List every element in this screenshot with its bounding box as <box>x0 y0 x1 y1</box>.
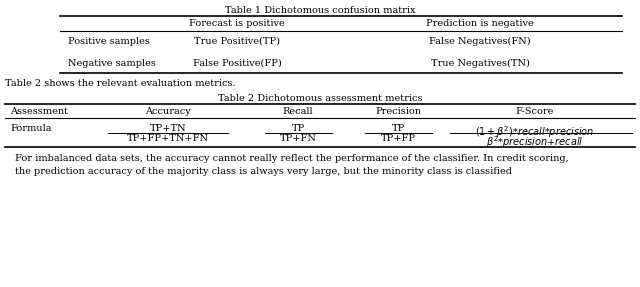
Text: Recall: Recall <box>283 107 314 116</box>
Text: Precision: Precision <box>375 107 421 116</box>
Text: $(1+\beta^{2})$*$\mathit{recall}$*$\mathit{precision}$: $(1+\beta^{2})$*$\mathit{recall}$*$\math… <box>476 124 595 140</box>
Text: Accuracy: Accuracy <box>145 107 191 116</box>
Text: Table 2 Dichotomous assessment metrics: Table 2 Dichotomous assessment metrics <box>218 94 422 103</box>
Text: TP: TP <box>392 124 404 133</box>
Text: True Positive(TP): True Positive(TP) <box>194 37 280 46</box>
Text: Positive samples: Positive samples <box>68 37 150 46</box>
Text: F-Score: F-Score <box>516 107 554 116</box>
Text: TP+FP+TN+FN: TP+FP+TN+FN <box>127 134 209 143</box>
Text: Table 2 shows the relevant evaluation metrics.: Table 2 shows the relevant evaluation me… <box>5 79 236 88</box>
Text: True Negatives(TN): True Negatives(TN) <box>431 59 529 68</box>
Text: For imbalanced data sets, the accuracy cannot really reflect the performance of : For imbalanced data sets, the accuracy c… <box>15 154 569 163</box>
Text: Table 1 Dichotomous confusion matrix: Table 1 Dichotomous confusion matrix <box>225 6 415 15</box>
Text: TP+FN: TP+FN <box>280 134 316 143</box>
Text: the prediction accuracy of the majority class is always very large, but the mino: the prediction accuracy of the majority … <box>15 167 512 176</box>
Text: Assessment: Assessment <box>10 107 68 116</box>
Text: Prediction is negative: Prediction is negative <box>426 19 534 28</box>
Text: Negative samples: Negative samples <box>68 59 156 68</box>
Text: False Negatives(FN): False Negatives(FN) <box>429 37 531 46</box>
Text: Forecast is positive: Forecast is positive <box>189 19 285 28</box>
Text: $\beta^{2}$*$\mathit{precision}$+$\mathit{recall}$: $\beta^{2}$*$\mathit{precision}$+$\mathi… <box>486 134 584 150</box>
Text: TP+TN: TP+TN <box>150 124 186 133</box>
Text: False Positive(FP): False Positive(FP) <box>193 59 282 68</box>
Text: Formula: Formula <box>10 124 51 133</box>
Text: TP+FP: TP+FP <box>381 134 415 143</box>
Text: TP: TP <box>291 124 305 133</box>
